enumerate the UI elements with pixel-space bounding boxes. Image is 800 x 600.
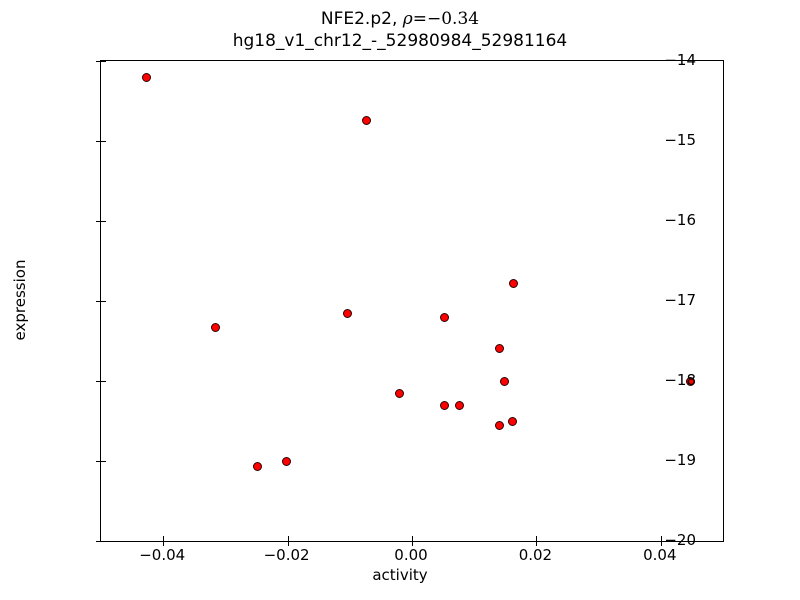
chart-title: NFE2.p2, ρ=−0.34 hg18_v1_chr12_-_5298098… bbox=[0, 8, 800, 52]
scatter-point bbox=[686, 376, 696, 386]
scatter-point bbox=[395, 389, 405, 399]
x-tick-label: −0.04 bbox=[139, 546, 186, 564]
scatter-point bbox=[508, 278, 518, 288]
y-tick-mark-outer bbox=[96, 221, 101, 222]
scatter-point bbox=[343, 308, 353, 318]
y-tick-mark bbox=[101, 141, 106, 142]
plot-axes bbox=[96, 60, 724, 546]
y-tick-mark-outer bbox=[96, 461, 101, 462]
title-gene-label: NFE2.p2, bbox=[320, 9, 403, 29]
y-tick-mark-outer bbox=[96, 141, 101, 142]
scatter-point bbox=[494, 343, 504, 353]
y-tick-label: −15 bbox=[664, 131, 696, 149]
y-tick-mark bbox=[101, 541, 106, 542]
x-tick-mark-outer bbox=[287, 541, 289, 546]
y-tick-mark-outer bbox=[96, 541, 101, 542]
x-tick-label: 0.02 bbox=[518, 546, 553, 564]
x-tick-mark bbox=[163, 536, 165, 541]
scatter-point bbox=[281, 457, 291, 467]
y-tick-label: −14 bbox=[664, 51, 696, 69]
x-tick-mark bbox=[660, 536, 662, 541]
y-tick-mark-outer bbox=[96, 381, 101, 382]
x-tick-mark-outer bbox=[536, 541, 538, 546]
rho-equals: = bbox=[412, 9, 427, 29]
scatter-point bbox=[253, 462, 263, 472]
y-tick-label: −20 bbox=[664, 531, 696, 549]
x-tick-label: 0.00 bbox=[394, 546, 428, 564]
y-tick-label: −16 bbox=[664, 211, 696, 229]
x-tick-label: 0.04 bbox=[643, 546, 677, 564]
x-tick-mark bbox=[287, 536, 289, 541]
scatter-point bbox=[439, 313, 449, 323]
y-tick-mark bbox=[101, 461, 106, 462]
x-tick-mark-outer bbox=[163, 541, 165, 546]
y-tick-label: −17 bbox=[664, 291, 696, 309]
y-tick-mark bbox=[101, 221, 106, 222]
x-axis-label: activity bbox=[372, 566, 428, 584]
y-tick-mark-outer bbox=[96, 301, 101, 302]
y-axis-label: expression bbox=[11, 259, 29, 341]
x-tick-label: −0.02 bbox=[263, 546, 310, 564]
scatter-point bbox=[455, 400, 465, 410]
scatter-point bbox=[499, 376, 509, 386]
title-line-2: hg18_v1_chr12_-_52980984_52981164 bbox=[232, 31, 568, 51]
y-tick-mark bbox=[101, 61, 106, 62]
x-tick-mark-outer bbox=[412, 541, 413, 546]
title-line-1: NFE2.p2, ρ=−0.34 bbox=[0, 8, 800, 30]
y-tick-label: −18 bbox=[664, 371, 696, 389]
scatter-point bbox=[141, 73, 151, 83]
scatter-point bbox=[440, 400, 450, 410]
scatter-point bbox=[507, 416, 517, 426]
y-tick-mark bbox=[101, 301, 106, 302]
rho-symbol: ρ bbox=[402, 9, 413, 29]
y-tick-mark-outer bbox=[96, 61, 101, 62]
x-tick-mark bbox=[536, 536, 538, 541]
scatter-point bbox=[210, 322, 220, 332]
rho-value: −0.34 bbox=[427, 9, 480, 29]
y-tick-label: −19 bbox=[664, 451, 696, 469]
x-tick-mark bbox=[412, 536, 413, 541]
y-tick-mark bbox=[101, 381, 106, 382]
scatter-point bbox=[362, 115, 372, 125]
scatter-point bbox=[495, 420, 505, 430]
x-tick-mark-outer bbox=[660, 541, 662, 546]
scatter-plot-area bbox=[101, 61, 723, 541]
